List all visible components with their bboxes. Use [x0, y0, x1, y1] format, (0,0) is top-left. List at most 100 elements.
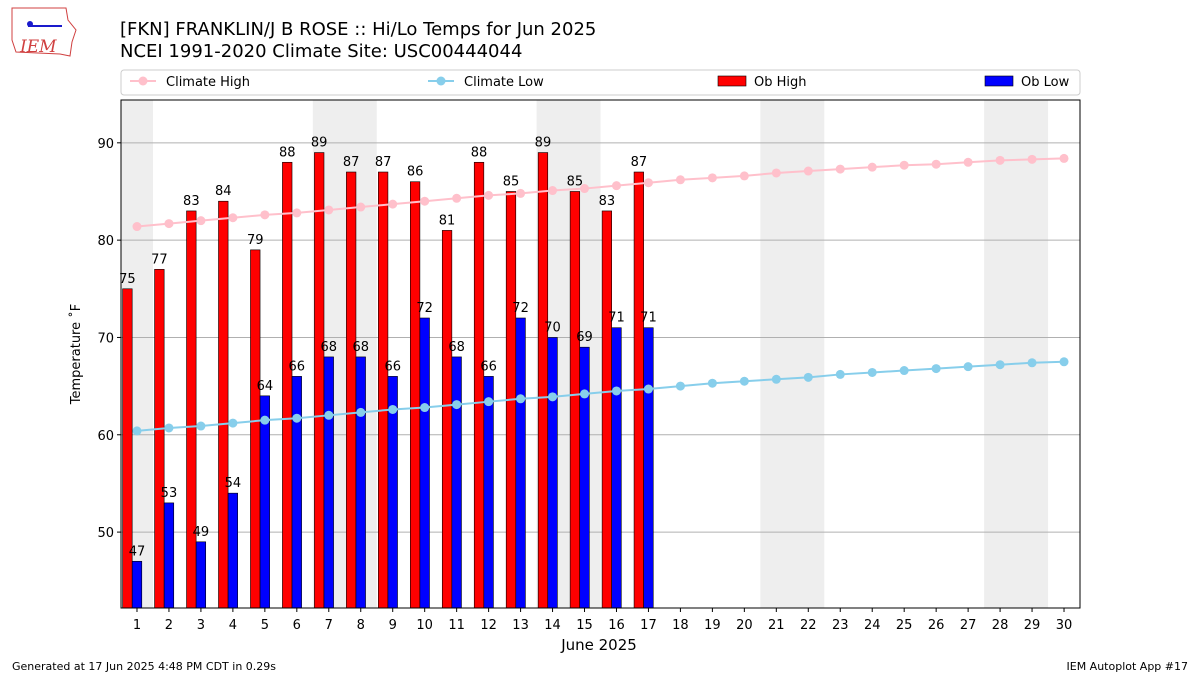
bar: [186, 210, 197, 609]
x-tick-label: 16: [608, 618, 625, 633]
point: [963, 362, 973, 372]
point: [707, 173, 717, 183]
y-tick-label: 90: [97, 137, 114, 152]
x-tick-label: 11: [448, 618, 465, 633]
x-tick-label: 10: [416, 618, 433, 633]
point: [803, 372, 813, 382]
point: [643, 384, 653, 394]
data-label: 64: [257, 379, 274, 394]
line: [136, 157, 1065, 228]
data-label: 66: [289, 359, 306, 374]
x-tick-label: 15: [576, 618, 593, 633]
weekend-shade: [760, 100, 825, 608]
point: [1059, 357, 1069, 367]
point: [292, 208, 302, 218]
bar: [419, 317, 430, 609]
point: [771, 168, 781, 178]
point: [516, 188, 526, 198]
data-label: 89: [535, 136, 552, 151]
point: [995, 360, 1005, 370]
point: [292, 413, 302, 423]
x-tick-label: 23: [832, 618, 849, 633]
data-label: 83: [183, 194, 200, 209]
data-label: 85: [503, 174, 520, 189]
legend-box: [120, 69, 1081, 96]
point: [1027, 154, 1037, 164]
data-label: 72: [416, 301, 433, 316]
data-label: 77: [151, 252, 168, 267]
x-tick-label: 13: [512, 618, 529, 633]
bar: [579, 346, 590, 609]
point: [835, 369, 845, 379]
data-label: 66: [480, 359, 497, 374]
point: [260, 415, 270, 425]
x-tick-label: 4: [229, 618, 237, 633]
legend-label: Climate Low: [464, 75, 544, 90]
data-label: 75: [119, 272, 136, 287]
data-label: 69: [576, 330, 593, 345]
data-label: 89: [311, 136, 328, 151]
bar: [378, 171, 389, 609]
bar: [131, 560, 143, 609]
data-label: 53: [161, 486, 178, 501]
x-tick-label: 22: [800, 618, 817, 633]
point: [132, 222, 142, 232]
data-label: 87: [375, 155, 392, 170]
point: [452, 400, 462, 410]
bar: [355, 356, 366, 609]
bar: [451, 356, 462, 609]
data-label: 79: [247, 233, 264, 248]
bar: [163, 502, 175, 609]
footer-right: IEM Autoplot App #17: [1067, 660, 1189, 673]
x-tick-label: 9: [389, 618, 397, 633]
point: [132, 426, 142, 436]
x-tick-label: 5: [261, 618, 269, 633]
point: [228, 418, 238, 428]
point: [675, 175, 685, 185]
data-label: 84: [215, 184, 232, 199]
point: [196, 421, 206, 431]
data-label: 70: [544, 320, 561, 335]
bar: [601, 210, 612, 609]
bar: [122, 288, 133, 609]
legend-swatch: [138, 76, 148, 86]
bar: [547, 337, 558, 609]
point: [324, 205, 334, 215]
point: [548, 186, 558, 196]
point: [771, 374, 781, 384]
legend-swatch: [984, 75, 1014, 87]
point: [867, 367, 877, 377]
point: [675, 381, 685, 391]
logo-text: IEM: [19, 37, 57, 57]
bar: [314, 152, 325, 609]
legend-label: Climate High: [166, 75, 250, 90]
y-axis-label: Temperature ˚F: [68, 304, 84, 405]
x-tick-label: 8: [357, 618, 365, 633]
bar: [569, 191, 581, 609]
bar: [282, 161, 293, 609]
x-tick-label: 19: [704, 618, 721, 633]
data-label: 71: [608, 311, 625, 326]
data-label: 86: [407, 165, 424, 180]
data-label: 87: [631, 155, 648, 170]
x-tick-label: 6: [293, 618, 301, 633]
point: [388, 404, 398, 414]
bar: [643, 327, 654, 609]
x-tick-label: 29: [1024, 618, 1041, 633]
data-label: 87: [343, 155, 360, 170]
point: [228, 213, 238, 223]
point: [196, 216, 206, 226]
point: [931, 364, 941, 374]
x-tick-label: 2: [165, 618, 173, 633]
data-label: 68: [352, 340, 369, 355]
bar: [323, 356, 334, 609]
point: [739, 376, 749, 386]
point: [580, 389, 590, 399]
data-label: 85: [567, 174, 584, 189]
legend-swatch: [717, 75, 747, 87]
point: [963, 157, 973, 167]
data-label: 83: [599, 194, 616, 209]
y-tick-label: 60: [97, 429, 114, 444]
x-tick-label: 17: [640, 618, 657, 633]
point: [1059, 153, 1069, 163]
